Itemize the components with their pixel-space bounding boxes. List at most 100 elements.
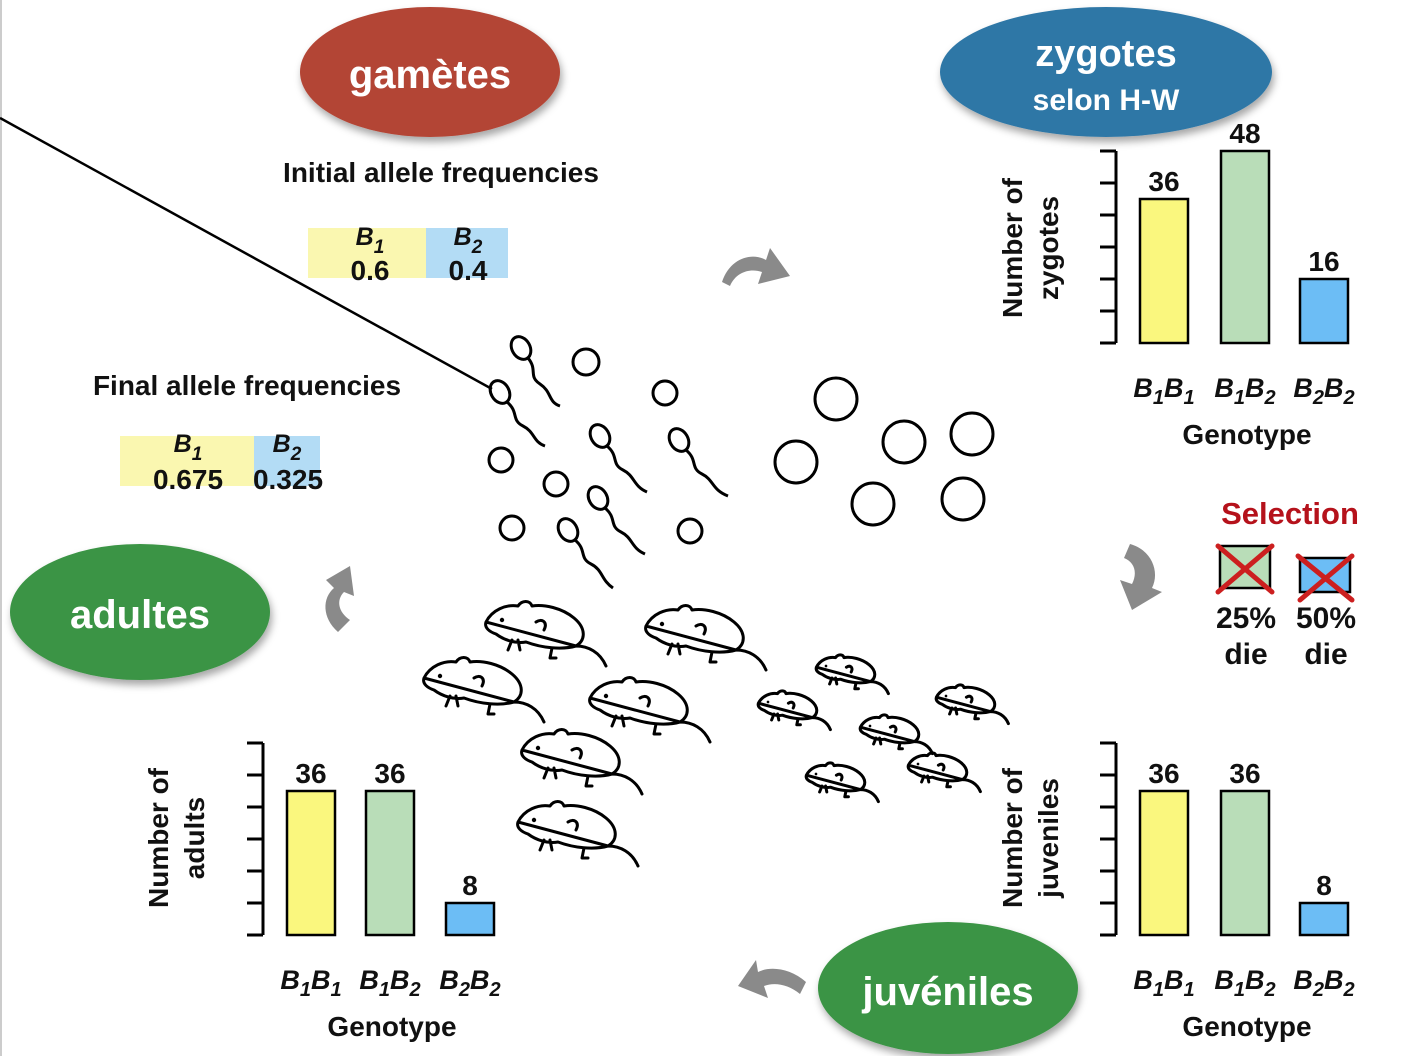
y-axis-label: juveniles: [1033, 778, 1064, 899]
bar-b2b2: [444, 901, 496, 937]
mouse-icon: [484, 600, 608, 668]
b1b2-death-word: die: [1224, 638, 1267, 671]
egg-icon: [571, 347, 601, 377]
bar-value-label: 36: [374, 758, 405, 789]
mouse-icon: [804, 761, 880, 804]
egg-icon: [542, 470, 570, 498]
zygote-icon: [881, 419, 927, 465]
mouse-icon: [858, 713, 934, 756]
y-axis-label: Number of: [997, 767, 1028, 908]
final-frequencies-title: Final allele frequencies: [93, 370, 401, 401]
b2b2-death-word: die: [1304, 638, 1347, 671]
zygote-icon: [813, 376, 859, 422]
genotype-tick-label: B1B1: [280, 965, 341, 1001]
zygote-icon: [940, 476, 986, 522]
adults-badge: adultes: [10, 544, 270, 680]
zygotes-sublabel: selon H-W: [1033, 84, 1180, 117]
gametes-badge: gamètes: [300, 7, 560, 137]
initial-b2-value: 0.4: [449, 255, 488, 286]
curved-arrow-icon: [722, 248, 790, 286]
egg-icon: [487, 446, 515, 474]
y-axis-label: zygotes: [1033, 196, 1064, 300]
y-axis-label: Number of: [997, 177, 1028, 318]
egg-icon: [676, 517, 704, 545]
final-frequencies: Final allele frequencies B1 B2 0.675 0.3…: [93, 370, 401, 495]
sperm-icon: [488, 379, 546, 448]
bar-b1b1: [285, 789, 337, 937]
juveniles-label: juvéniles: [861, 970, 1033, 1014]
mouse-icon: [906, 751, 982, 794]
adult-mice: [422, 600, 768, 868]
mouse-icon: [516, 800, 640, 868]
bar-b1b2: [1219, 789, 1271, 937]
sperm-icon: [586, 485, 646, 556]
genotype-tick-label: B1B1: [1133, 965, 1194, 1001]
bar-value-label: 36: [1229, 758, 1260, 789]
curved-arrow-icon: [738, 960, 806, 998]
bar-value-label: 36: [1148, 758, 1179, 789]
mouse-icon: [422, 656, 546, 724]
sperm-icon: [667, 427, 729, 498]
zygote-icon: [850, 481, 896, 527]
zygotes-badge: zygotes selon H-W: [940, 7, 1272, 137]
genotype-tick-label: B1B2: [359, 965, 420, 1001]
curved-arrow-icon: [325, 566, 354, 632]
x-axis-label: Genotype: [1182, 1011, 1311, 1042]
curved-arrow-icon: [1120, 544, 1162, 610]
juveniles-badge: juvéniles: [818, 922, 1078, 1054]
bar-value-label: 48: [1229, 118, 1260, 149]
genotype-tick-label: B2B2: [1293, 373, 1354, 409]
adults-label: adultes: [70, 593, 210, 637]
egg-icon: [498, 514, 526, 542]
cross-icon: [1295, 553, 1355, 603]
bar-b1b1: [1138, 197, 1190, 345]
cross-icon: [1215, 543, 1275, 595]
mouse-icon: [588, 676, 712, 744]
initial-b1-value: 0.6: [351, 255, 390, 286]
gametes-label: gamètes: [349, 53, 511, 97]
bar-b2b2: [1298, 277, 1350, 345]
x-axis-label: Genotype: [327, 1011, 456, 1042]
x-axis-label: Genotype: [1182, 419, 1311, 450]
initial-frequencies-title: Initial allele frequencies: [283, 157, 599, 188]
b2b2-death-percent: 50%: [1296, 602, 1356, 635]
genotype-tick-label: B2B2: [1293, 965, 1354, 1001]
juvenile-mice: [756, 653, 1010, 804]
zygotes-bar-chart: 36 B1B1 48 B1B2 16 B2B2 Genotype Number of zygot…: [997, 118, 1355, 450]
genotype-tick-label: B2B2: [439, 965, 500, 1001]
sperm-icon: [509, 335, 561, 408]
selection-title: Selection: [1221, 496, 1359, 531]
mouse-icon: [756, 689, 832, 732]
adults-bar-chart: 36 B1B1 36 B1B2 8 B2B2 Genotype Number of adults: [143, 741, 501, 1042]
genotype-tick-label: B1B1: [1133, 373, 1194, 409]
genotype-tick-label: B1B2: [1214, 373, 1275, 409]
b1b2-death-percent: 25%: [1216, 602, 1276, 635]
final-b1-box: [120, 436, 254, 486]
final-b2-value: 0.325: [253, 464, 323, 495]
initial-b2-box: [426, 228, 508, 278]
initial-frequencies: Initial allele frequencies B1 B2 0.6 0.4: [283, 157, 599, 286]
juveniles-bar-chart: 36 B1B1 36 B1B2 8 B2B2 Genotype Number of juveni…: [997, 741, 1355, 1042]
cycle-arrows: [325, 248, 1162, 998]
y-axis-label: adults: [179, 797, 210, 879]
mouse-icon: [520, 728, 644, 796]
bar-value-label: 36: [295, 758, 326, 789]
initial-b1-box: [308, 228, 426, 278]
mouse-icon: [934, 683, 1010, 726]
egg-icon: [651, 379, 679, 407]
mouse-icon: [644, 604, 768, 672]
zygotes-label: zygotes: [1035, 33, 1176, 75]
bar-b2b2: [1298, 901, 1350, 937]
bar-value-label: 8: [462, 870, 478, 901]
pointer-line: [0, 116, 493, 391]
y-axis-label: Number of: [143, 767, 174, 908]
gametes-illustration: [487, 335, 729, 590]
final-b2-box: [254, 436, 320, 486]
bar-b1b1: [1138, 789, 1190, 937]
mouse-icon: [814, 653, 890, 696]
genotype-tick-label: B1B2: [1214, 965, 1275, 1001]
zygotes-illustration: [773, 376, 995, 527]
bar-b1b2: [364, 789, 416, 937]
bar-value-label: 8: [1316, 870, 1332, 901]
